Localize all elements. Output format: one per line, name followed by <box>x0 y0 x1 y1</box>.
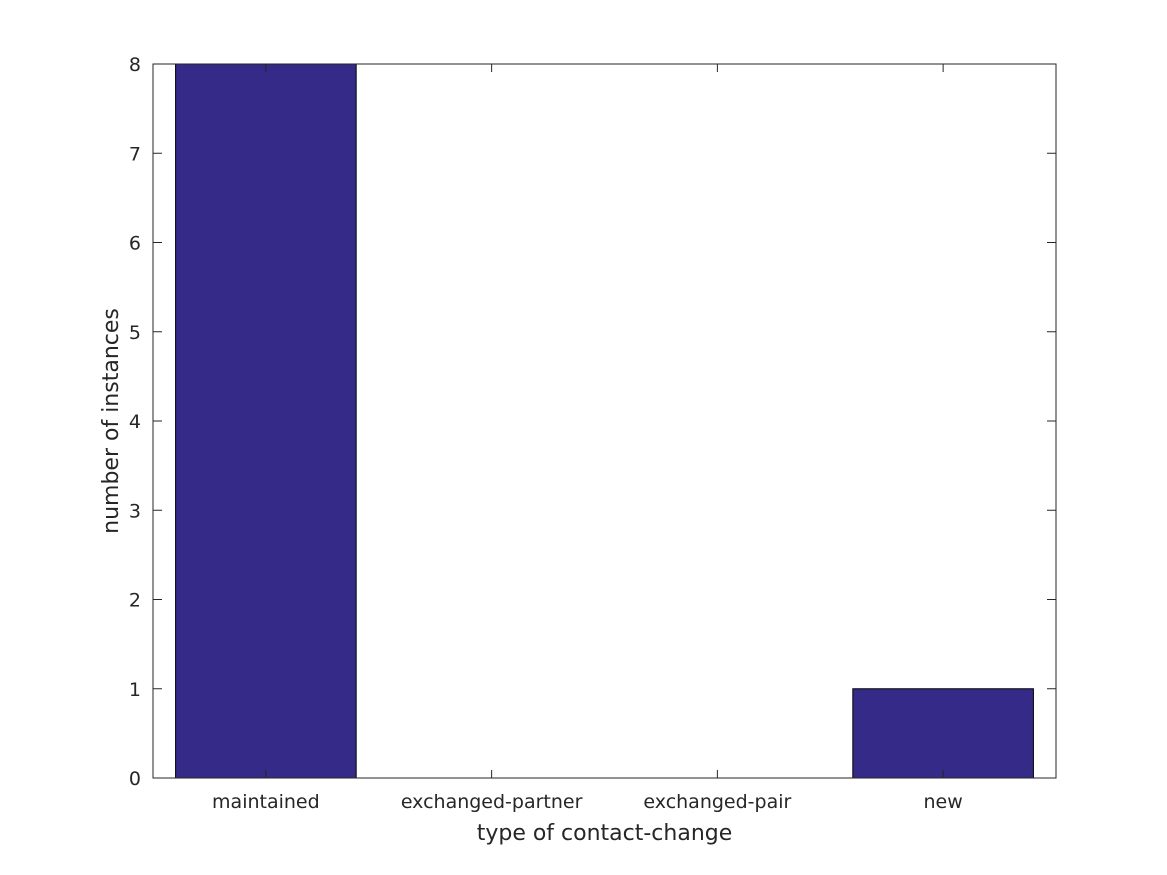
y-tick-label: 5 <box>129 322 141 344</box>
x-tick-label: exchanged-partner <box>401 791 583 813</box>
x-tick-label: exchanged-pair <box>643 791 791 813</box>
x-tick-label: new <box>923 791 962 813</box>
y-tick-label: 7 <box>129 143 141 165</box>
y-tick-label: 2 <box>129 590 141 612</box>
y-tick-label: 3 <box>129 500 141 522</box>
bar-maintained <box>175 63 357 779</box>
bars-group <box>175 63 1034 779</box>
y-tick-labels: 0 1 2 3 4 5 6 7 8 <box>129 54 141 790</box>
y-tick-label: 1 <box>129 679 141 701</box>
y-tick-label: 8 <box>129 54 141 76</box>
y-tick-label: 6 <box>129 233 141 255</box>
x-tick-label: maintained <box>212 791 320 813</box>
plot-frame <box>152 63 1057 779</box>
bar-new <box>852 688 1034 779</box>
y-tick-label: 4 <box>129 411 141 433</box>
y-axis-label: number of instances <box>99 308 124 534</box>
x-axis-label: type of contact-change <box>477 821 733 846</box>
x-tick-labels: maintained exchanged-partner exchanged-pai… <box>212 791 963 813</box>
y-tick-label: 0 <box>129 768 141 790</box>
